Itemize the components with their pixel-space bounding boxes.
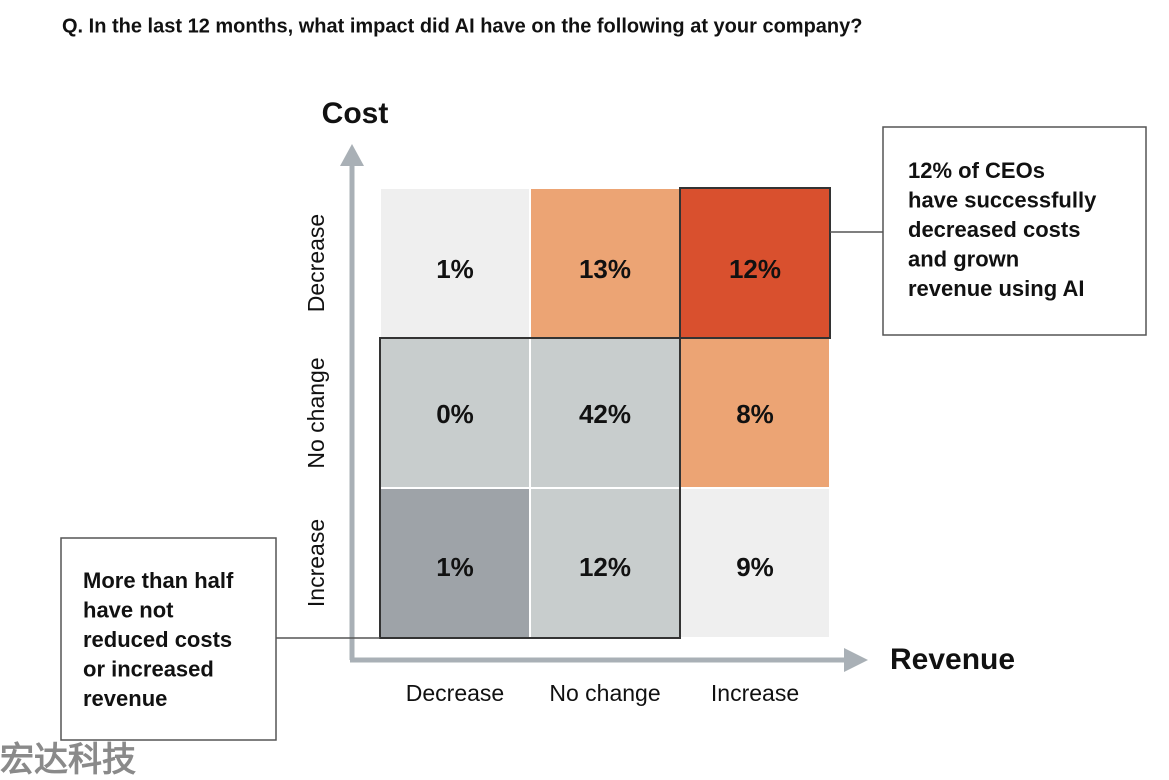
heat-cell [529,487,681,639]
y-tick-label: No change [303,357,329,468]
x-tick-label: Increase [711,680,799,706]
y-axis-title: Cost [322,97,389,130]
heat-cell [379,337,531,489]
value-label: 0% [436,399,474,429]
heat-cell [679,337,831,489]
value-label: 8% [736,399,774,429]
value-label: 13% [579,254,631,284]
value-label: 42% [579,399,631,429]
x-tick-label: No change [549,680,660,706]
y-tick-label: Decrease [303,214,329,312]
x-axis-title: Revenue [890,643,1015,676]
value-label: 1% [436,254,474,284]
annotation-text: have successfully [908,187,1097,212]
annotation-text: have not [83,597,174,622]
y-arrow [340,144,364,166]
value-label: 1% [436,552,474,582]
annotation-text: 12% of CEOs [908,158,1045,183]
annotation-box [60,537,277,741]
heat-cell [379,187,531,339]
value-label: 12% [579,552,631,582]
annotation-text: and grown [908,246,1019,271]
annotation-box [882,126,1147,336]
cells: 1% 13% 12% 0% 42% 8% 1% 12% 9% [379,187,831,639]
annotation-text: revenue using AI [908,276,1084,301]
highlight-box [679,187,831,339]
heat-cell [529,337,681,489]
y-tick-label: Increase [303,519,329,607]
annotation-text: More than half [83,568,234,593]
annotation-text: decreased costs [908,217,1080,242]
heat-cell [529,187,681,339]
chart-title: Q. In the last 12 months, what impact di… [62,15,862,37]
annotation-text: or increased [83,656,214,681]
value-label: 9% [736,552,774,582]
watermark: 宏达科技 [0,740,136,779]
x-arrow [844,648,868,672]
value-label: 12% [729,254,781,284]
x-tick-label: Decrease [406,680,504,706]
annotation-text: revenue [83,686,167,711]
highlight-box [379,337,681,639]
annotation-text: reduced costs [83,627,232,652]
